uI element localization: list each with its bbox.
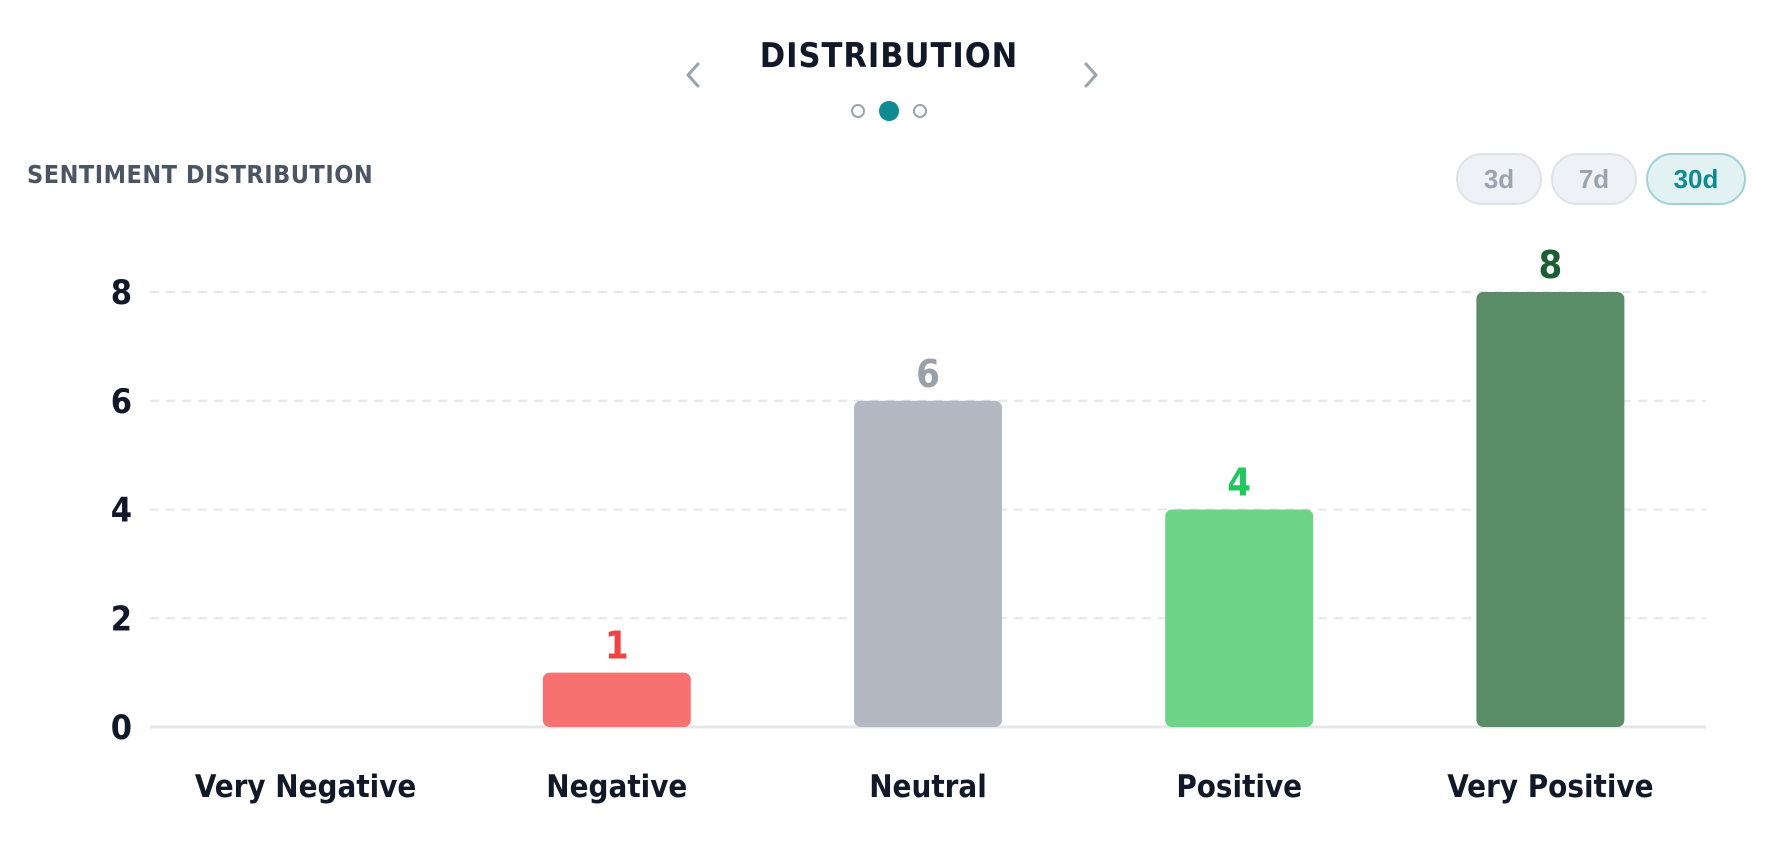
bar-value-label: 4 — [1227, 461, 1251, 505]
bar[interactable] — [854, 400, 1002, 727]
y-axis-ticks: 0 2 4 6 8 — [111, 273, 132, 748]
pagination-dots — [0, 101, 1778, 121]
bar-value-label: 1 — [605, 624, 629, 668]
y-tick-label: 0 — [111, 708, 132, 748]
y-tick-label: 4 — [111, 491, 132, 531]
x-category-label: Neutral — [869, 769, 987, 805]
bar-value-label: 8 — [1539, 243, 1563, 287]
x-category-label: Very Positive — [1447, 769, 1653, 805]
y-tick-label: 8 — [111, 273, 132, 313]
y-tick-label: 2 — [111, 599, 132, 639]
carousel-header: DISTRIBUTION — [0, 0, 1778, 140]
chevron-left-icon[interactable] — [680, 58, 706, 92]
pagination-dot-1[interactable] — [851, 104, 865, 118]
range-button-7d[interactable]: 7d — [1551, 153, 1637, 205]
pagination-dot-3[interactable] — [913, 104, 927, 118]
bar[interactable] — [1476, 292, 1625, 727]
y-tick-label: 6 — [111, 382, 132, 422]
x-category-label: Negative — [546, 769, 687, 805]
x-category-label: Positive — [1176, 769, 1302, 805]
pagination-dot-2[interactable] — [879, 101, 899, 121]
section-title: SENTIMENT DISTRIBUTION — [27, 160, 374, 189]
range-toggle: 3d 7d 30d — [1456, 153, 1746, 205]
range-button-3d[interactable]: 3d — [1456, 153, 1542, 205]
bar[interactable] — [542, 672, 691, 727]
bar[interactable] — [1165, 509, 1314, 728]
x-category-label: Very Negative — [195, 769, 416, 805]
range-button-30d[interactable]: 30d — [1646, 153, 1746, 205]
bars — [542, 292, 1625, 728]
bar-value-label: 6 — [916, 352, 940, 396]
chevron-right-icon[interactable] — [1078, 58, 1104, 92]
carousel-title: DISTRIBUTION — [759, 36, 1019, 76]
x-axis-categories: Very Negative Negative Neutral Positive Very… — [195, 769, 1654, 805]
